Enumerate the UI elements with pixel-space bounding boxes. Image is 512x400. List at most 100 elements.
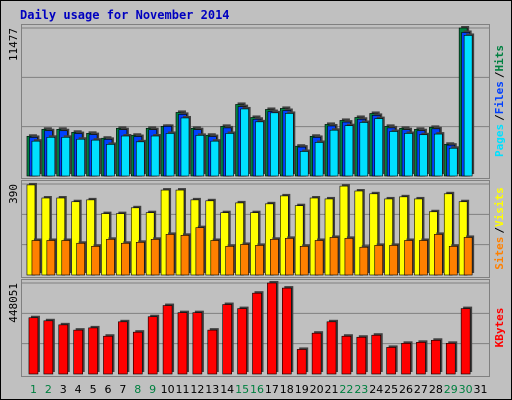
x-tick-label: 3 <box>60 383 67 396</box>
bar <box>165 133 175 177</box>
bar <box>419 240 428 276</box>
x-tick-label: 20 <box>310 383 324 396</box>
bar <box>314 240 324 276</box>
bar <box>237 308 247 375</box>
legend-entry: Sites <box>493 237 506 270</box>
bar <box>235 202 244 276</box>
bar <box>419 134 428 177</box>
bar <box>371 334 382 375</box>
bar <box>240 108 249 177</box>
bar <box>252 292 262 375</box>
bar <box>210 240 220 276</box>
x-tick-label: 30 <box>459 383 473 396</box>
bar <box>270 112 279 177</box>
bar <box>369 193 379 276</box>
bar <box>222 304 232 375</box>
bar <box>401 343 411 375</box>
bar <box>118 321 128 375</box>
bar <box>147 316 158 375</box>
bar <box>282 287 292 375</box>
legend-entry: Files <box>493 81 506 114</box>
bar <box>460 308 471 375</box>
bar <box>41 197 51 276</box>
bar <box>195 227 205 276</box>
bar <box>86 199 95 276</box>
legend: Pages/Files/Hits <box>493 45 506 157</box>
bar <box>28 317 39 375</box>
x-tick-label: 5 <box>90 383 97 396</box>
bar <box>359 122 369 177</box>
bar <box>299 151 309 177</box>
bar <box>309 197 319 276</box>
bar <box>121 242 130 276</box>
x-tick-label: 23 <box>354 383 368 396</box>
x-tick-label: 13 <box>205 383 219 396</box>
bar <box>76 138 85 177</box>
bar <box>267 282 277 375</box>
bar <box>150 135 160 177</box>
bar <box>255 121 264 177</box>
bar <box>384 198 393 276</box>
bar <box>431 339 441 375</box>
bar <box>434 133 443 177</box>
x-tick-label: 25 <box>384 383 398 396</box>
bar <box>225 133 234 177</box>
bar <box>356 336 367 375</box>
bar <box>71 201 80 276</box>
bar <box>448 147 458 177</box>
bar <box>225 246 234 276</box>
bar <box>195 135 205 177</box>
bar <box>240 244 249 276</box>
x-tick-label: 1 <box>30 383 37 396</box>
x-tick-label: 17 <box>265 383 279 396</box>
legend: KBytes <box>493 308 506 348</box>
x-tick-label: 9 <box>149 383 156 396</box>
bar <box>76 242 85 276</box>
bar <box>359 246 369 276</box>
bar <box>180 235 190 276</box>
legend-separator: / <box>493 71 506 78</box>
legend-entry: KBytes <box>493 308 506 348</box>
bar <box>326 321 337 375</box>
y-tick-label: 448051 <box>7 283 20 323</box>
bar <box>73 329 83 375</box>
bar <box>135 141 145 177</box>
x-tick-label: 4 <box>75 383 82 396</box>
bar <box>285 238 294 276</box>
bar <box>389 131 398 177</box>
bar <box>416 342 426 375</box>
x-tick-label: 19 <box>295 383 309 396</box>
legend-entry: Hits <box>493 45 506 72</box>
bar <box>177 312 188 375</box>
bar <box>329 237 339 276</box>
bar <box>270 239 279 276</box>
bar <box>354 190 364 276</box>
bar <box>344 238 354 276</box>
x-tick-label: 22 <box>339 383 353 396</box>
x-tick-label: 12 <box>190 383 204 396</box>
bar <box>434 234 443 276</box>
bar <box>46 137 56 177</box>
bar <box>135 242 145 276</box>
bar <box>150 239 160 276</box>
bar <box>210 140 220 177</box>
legend-entry: Visits <box>493 187 506 227</box>
bar <box>445 343 456 375</box>
x-tick-label: 7 <box>119 383 126 396</box>
x-tick-label: 29 <box>444 383 458 396</box>
x-tick-label: 15 <box>235 383 249 396</box>
bar <box>91 139 100 177</box>
x-tick-label: 26 <box>399 383 413 396</box>
bar <box>31 240 41 276</box>
bar <box>255 245 264 276</box>
bar <box>314 142 324 177</box>
bar <box>463 237 473 276</box>
bar <box>404 133 413 177</box>
legend-entry: Pages <box>493 124 506 157</box>
bar <box>165 234 175 276</box>
x-tick-label: 28 <box>429 383 443 396</box>
bar <box>339 185 349 276</box>
legend-separator: / <box>493 114 506 121</box>
y-tick-label: 11477 <box>7 28 20 61</box>
bar <box>207 329 218 375</box>
